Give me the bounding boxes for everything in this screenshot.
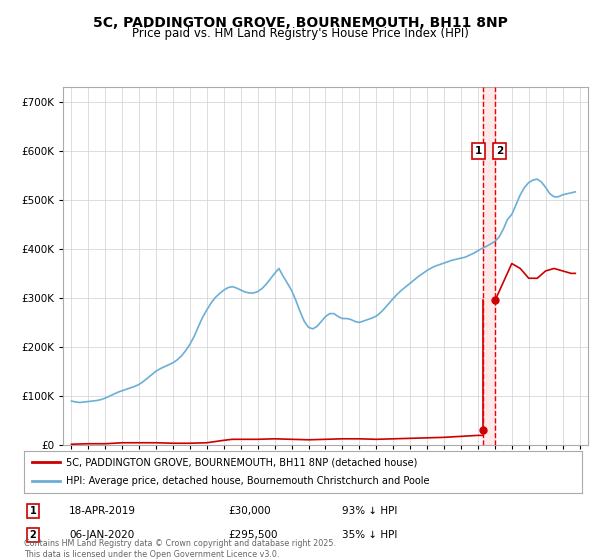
Text: Contains HM Land Registry data © Crown copyright and database right 2025.
This d: Contains HM Land Registry data © Crown c… bbox=[24, 539, 336, 559]
Text: HPI: Average price, detached house, Bournemouth Christchurch and Poole: HPI: Average price, detached house, Bour… bbox=[66, 477, 430, 487]
Text: 5C, PADDINGTON GROVE, BOURNEMOUTH, BH11 8NP (detached house): 5C, PADDINGTON GROVE, BOURNEMOUTH, BH11 … bbox=[66, 457, 417, 467]
Text: 06-JAN-2020: 06-JAN-2020 bbox=[69, 530, 134, 540]
Text: 18-APR-2019: 18-APR-2019 bbox=[69, 506, 136, 516]
Text: 1: 1 bbox=[29, 506, 37, 516]
Text: 1: 1 bbox=[475, 146, 482, 156]
Text: 2: 2 bbox=[496, 146, 503, 156]
Text: 5C, PADDINGTON GROVE, BOURNEMOUTH, BH11 8NP: 5C, PADDINGTON GROVE, BOURNEMOUTH, BH11 … bbox=[92, 16, 508, 30]
Bar bbox=[483, 87, 495, 445]
Text: £30,000: £30,000 bbox=[228, 506, 271, 516]
Text: 35% ↓ HPI: 35% ↓ HPI bbox=[342, 530, 397, 540]
Text: 2: 2 bbox=[29, 530, 37, 540]
Text: Price paid vs. HM Land Registry's House Price Index (HPI): Price paid vs. HM Land Registry's House … bbox=[131, 27, 469, 40]
Text: 93% ↓ HPI: 93% ↓ HPI bbox=[342, 506, 397, 516]
Text: £295,500: £295,500 bbox=[228, 530, 277, 540]
